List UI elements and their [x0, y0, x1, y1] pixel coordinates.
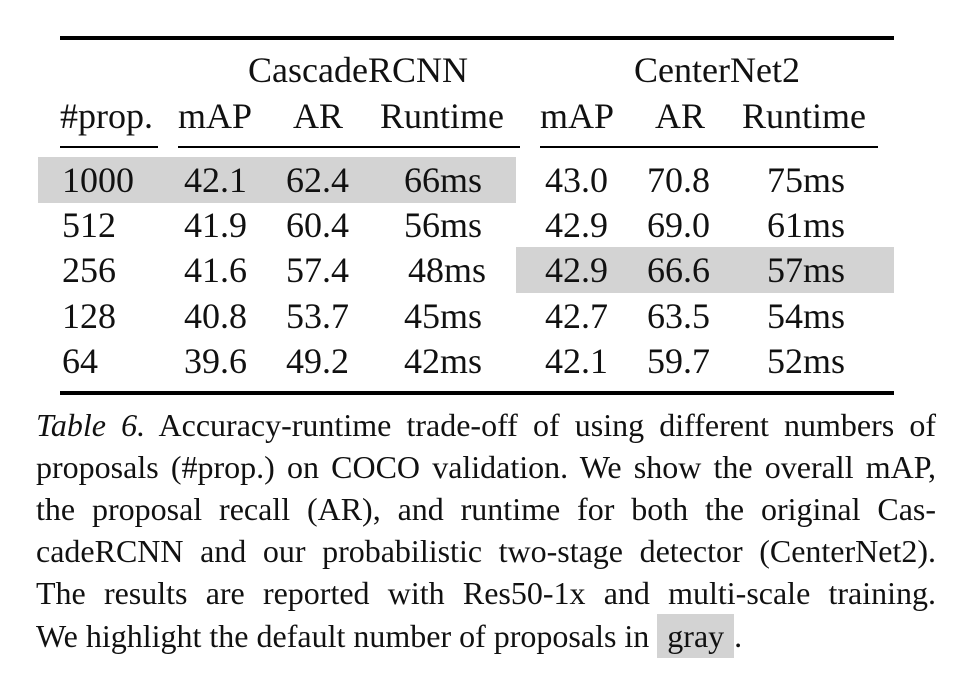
cell-prop: 128 — [62, 296, 116, 336]
cell-cascade-ar: 60.4 — [286, 205, 349, 245]
header-underline-cascade — [178, 146, 520, 148]
cell-centernet-ar: 59.7 — [647, 341, 710, 381]
cell-centernet-ar: 66.6 — [647, 250, 710, 290]
cell-prop: 64 — [62, 341, 98, 381]
col-header-cascade-ar: AR — [293, 96, 344, 136]
caption-line-2: proposals (#prop.) on COCO validation. W… — [36, 449, 936, 485]
group-header-cascadercnn: CascadeRCNN — [248, 50, 468, 90]
cell-cascade-ar: 49.2 — [286, 341, 349, 381]
highlight-centernet-256 — [516, 247, 894, 293]
caption-line-3: the proposal recall (AR), and runtime fo… — [36, 491, 936, 527]
table-top-rule — [60, 36, 894, 40]
cell-cascade-runtime: 48ms — [408, 250, 487, 290]
cell-centernet-map: 42.1 — [545, 341, 608, 381]
col-header-prop: #prop. — [60, 96, 153, 136]
cell-cascade-ar: 62.4 — [286, 160, 349, 200]
caption-line-1-text: Accuracy-runtime trade-off of using diff… — [158, 407, 937, 443]
header-underline-centernet — [540, 146, 878, 148]
cell-centernet-map: 42.7 — [545, 296, 608, 336]
cell-centernet-map: 42.9 — [545, 250, 608, 290]
caption-line-1: Table 6. Accuracy-runtime trade-off of u… — [36, 404, 936, 446]
cell-cascade-runtime: 42ms — [404, 341, 483, 381]
cell-cascade-map: 42.1 — [184, 160, 247, 200]
cell-prop: 512 — [62, 205, 116, 245]
col-header-cascade-runtime: Runtime — [380, 96, 504, 136]
caption-line-5: The results are reported with Res50-1x a… — [36, 575, 936, 611]
cell-cascade-map: 40.8 — [184, 296, 247, 336]
cell-prop: 256 — [62, 250, 116, 290]
table-bottom-rule — [60, 391, 894, 395]
caption-gray-chip: gray — [657, 614, 735, 658]
caption-line-4: cadeRCNN and our probabilistic two-stage… — [36, 533, 936, 569]
cell-centernet-runtime: 61ms — [767, 205, 846, 245]
cell-prop: 1000 — [62, 160, 134, 200]
col-header-centernet-runtime: Runtime — [742, 96, 866, 136]
cell-centernet-ar: 69.0 — [647, 205, 710, 245]
header-underline-prop — [60, 146, 158, 148]
cell-cascade-runtime: 66ms — [404, 160, 483, 200]
cell-cascade-map: 41.9 — [184, 205, 247, 245]
cell-cascade-ar: 57.4 — [286, 250, 349, 290]
table-caption: Table 6. Accuracy-runtime trade-off of u… — [36, 404, 936, 658]
cell-cascade-ar: 53.7 — [286, 296, 349, 336]
cell-centernet-map: 43.0 — [545, 160, 608, 200]
highlight-cascade-1000 — [38, 157, 516, 203]
cell-centernet-ar: 70.8 — [647, 160, 710, 200]
col-header-cascade-map: mAP — [178, 96, 253, 136]
col-header-centernet-map: mAP — [540, 96, 615, 136]
cell-centernet-map: 42.9 — [545, 205, 608, 245]
cell-centernet-runtime: 57ms — [767, 250, 846, 290]
caption-line-6-end: . — [734, 618, 743, 654]
cell-centernet-runtime: 75ms — [767, 160, 846, 200]
group-header-centernet2: CenterNet2 — [634, 50, 800, 90]
cell-centernet-runtime: 52ms — [767, 341, 846, 381]
cell-cascade-map: 39.6 — [184, 341, 247, 381]
cell-cascade-runtime: 45ms — [404, 296, 483, 336]
caption-label: Table 6. — [36, 407, 146, 443]
col-header-centernet-ar: AR — [655, 96, 706, 136]
caption-line-6-text: We highlight the default number of propo… — [36, 618, 650, 654]
cell-centernet-runtime: 54ms — [767, 296, 846, 336]
cell-cascade-map: 41.6 — [184, 250, 247, 290]
cell-centernet-ar: 63.5 — [647, 296, 710, 336]
cell-cascade-runtime: 56ms — [404, 205, 483, 245]
caption-line-6: We highlight the default number of propo… — [36, 614, 936, 658]
